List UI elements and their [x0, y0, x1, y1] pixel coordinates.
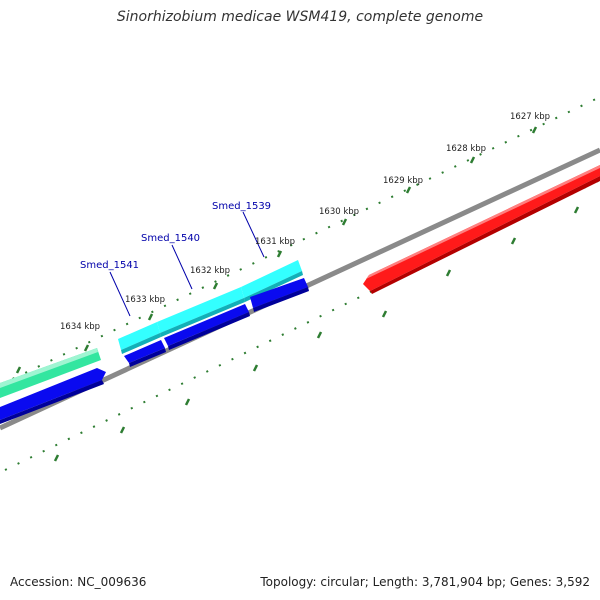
cds-smed-1540-body[interactable] — [164, 304, 249, 346]
gene-label-leaders — [109, 211, 265, 317]
gene-label-smed-1541[interactable]: Smed_1541 — [80, 260, 139, 271]
tick-labels: 1627 kbp 1628 kbp 1629 kbp 1630 kbp 1631… — [60, 112, 550, 332]
tick-label-1632: 1632 kbp — [190, 266, 230, 276]
cds-smed-1539-body[interactable] — [250, 278, 308, 308]
cds-feature-left[interactable] — [0, 368, 106, 424]
cds-left-body[interactable] — [0, 368, 106, 420]
leader-smed-1541 — [109, 271, 131, 317]
inner-major-tick-a — [573, 206, 580, 214]
inner-major-tick-g — [184, 398, 191, 406]
gene-smed-1541[interactable] — [118, 322, 161, 354]
gene-smed-1539-body[interactable] — [241, 260, 302, 298]
major-tick-1628 — [469, 156, 476, 164]
leader-smed-1540 — [171, 244, 193, 290]
accession-text: Accession: NC_009636 — [10, 575, 147, 589]
cds-left-shadow — [0, 380, 104, 424]
inner-major-tick-b — [510, 237, 517, 245]
inner-major-tick-f — [252, 364, 259, 372]
gene-labels: Smed_1539 Smed_1540 Smed_1541 — [80, 201, 271, 271]
red-feature[interactable] — [363, 165, 600, 294]
tick-label-1630: 1630 kbp — [319, 207, 359, 217]
major-tick-1633 — [147, 313, 154, 321]
cds-smed-1541[interactable] — [124, 340, 166, 367]
cds-smed-1539-shadow — [253, 287, 309, 312]
major-ticks — [15, 126, 538, 374]
red-feature-body[interactable] — [363, 165, 600, 291]
inner-major-tick-h — [119, 426, 126, 434]
inner-major-ticks — [53, 206, 580, 462]
tick-label-1631: 1631 kbp — [255, 237, 295, 247]
red-feature-shadow — [370, 176, 600, 294]
gene-label-smed-1539[interactable]: Smed_1539 — [212, 201, 271, 212]
gene-smed-1540-shadow — [160, 298, 245, 337]
inner-major-tick-d — [381, 310, 388, 318]
cds-smed-1541-shadow — [129, 348, 166, 367]
cds-smed-1540-shadow — [168, 312, 250, 350]
tick-label-1633: 1633 kbp — [125, 295, 165, 305]
tick-label-1629: 1629 kbp — [383, 176, 423, 186]
cds-smed-1539[interactable] — [250, 278, 309, 312]
leader-smed-1539 — [242, 211, 265, 258]
major-tick-edge — [15, 366, 22, 374]
cds-smed-1540[interactable] — [164, 304, 250, 350]
cds-features — [124, 278, 309, 367]
green-feature[interactable] — [0, 348, 101, 398]
inner-major-tick-e — [316, 331, 323, 339]
gene-smed-1541-shadow — [121, 333, 161, 354]
green-feature-highlight — [0, 348, 98, 388]
gene-smed-1540[interactable] — [157, 287, 245, 337]
tick-label-1627: 1627 kbp — [510, 112, 550, 122]
major-tick-1634 — [83, 344, 90, 352]
gene-smed-1540-body[interactable] — [157, 287, 244, 333]
cds-smed-1541-body[interactable] — [124, 340, 165, 363]
green-feature-body[interactable] — [0, 348, 101, 398]
topology-summary-text: Topology: circular; Length: 3,781,904 bp… — [260, 575, 590, 589]
gene-label-smed-1540[interactable]: Smed_1540 — [141, 233, 200, 244]
outer-dotted-ruler — [0, 96, 600, 386]
tick-label-1628: 1628 kbp — [446, 144, 486, 154]
tick-label-1634: 1634 kbp — [60, 322, 100, 332]
major-tick-1630 — [341, 218, 348, 226]
major-tick-1631 — [276, 250, 283, 258]
red-feature-highlight — [366, 165, 600, 279]
inner-major-tick-c — [445, 269, 452, 277]
outer-tick-track — [0, 96, 600, 386]
major-tick-1627 — [531, 126, 538, 134]
map-title: Sinorhizobium medicae WSM419, complete g… — [116, 9, 484, 25]
gene-smed-1541-body[interactable] — [118, 322, 160, 350]
inner-major-tick-i — [53, 454, 60, 462]
major-tick-1629 — [405, 186, 412, 194]
major-tick-1632 — [212, 282, 219, 290]
